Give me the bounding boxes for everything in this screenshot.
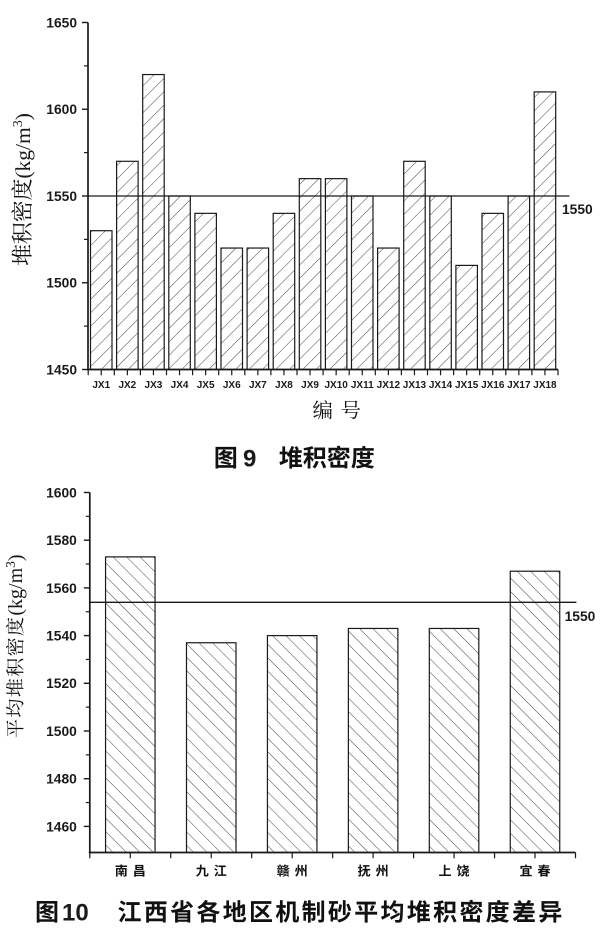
svg-text:JX9: JX9 [301, 380, 319, 391]
svg-text:JX3: JX3 [145, 380, 163, 391]
svg-text:1600: 1600 [46, 485, 77, 500]
svg-text:JX5: JX5 [197, 380, 215, 391]
svg-text:1460: 1460 [46, 819, 77, 834]
svg-text:1450: 1450 [46, 362, 77, 377]
svg-text:1480: 1480 [46, 772, 77, 787]
svg-text:JX8: JX8 [275, 380, 293, 391]
svg-text:1550: 1550 [565, 609, 596, 624]
svg-text:JX17: JX17 [507, 380, 531, 391]
svg-text:1650: 1650 [46, 15, 77, 30]
svg-text:JX11: JX11 [351, 380, 374, 391]
svg-text:9: 9 [243, 445, 256, 472]
svg-text:1550: 1550 [562, 202, 593, 217]
svg-text:1500: 1500 [46, 724, 77, 739]
svg-text:JX18: JX18 [533, 380, 557, 391]
svg-text:JX12: JX12 [377, 380, 401, 391]
svg-text:1540: 1540 [46, 629, 77, 644]
svg-text:(kg/m3): (kg/m3) [11, 113, 35, 179]
svg-text:JX14: JX14 [429, 380, 453, 391]
svg-text:JX4: JX4 [171, 380, 189, 391]
svg-text:JX10: JX10 [324, 380, 348, 391]
svg-text:JX13: JX13 [403, 380, 427, 391]
svg-text:JX15: JX15 [455, 380, 479, 391]
svg-text:JX6: JX6 [223, 380, 241, 391]
svg-text:1500: 1500 [46, 276, 77, 291]
svg-text:1580: 1580 [46, 533, 77, 548]
svg-text:1600: 1600 [46, 102, 77, 117]
svg-text:(kg/m3): (kg/m3) [3, 554, 27, 615]
svg-text:JX1: JX1 [92, 380, 110, 391]
svg-text:10: 10 [62, 900, 89, 927]
svg-text:1560: 1560 [46, 581, 77, 596]
svg-text:JX16: JX16 [481, 380, 505, 391]
svg-text:1520: 1520 [46, 676, 77, 691]
svg-text:JX2: JX2 [118, 380, 136, 391]
svg-text:JX7: JX7 [249, 380, 267, 391]
svg-text:1550: 1550 [46, 189, 77, 204]
